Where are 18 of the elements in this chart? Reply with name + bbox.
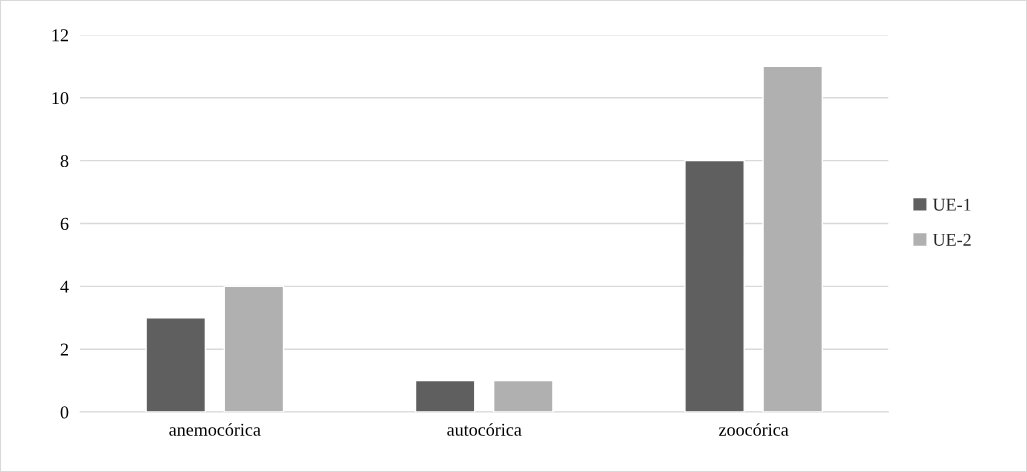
y-tick-label: 12 xyxy=(52,29,68,42)
bar xyxy=(762,65,824,413)
bar xyxy=(223,285,285,413)
y-tick-label: 4 xyxy=(60,280,69,293)
y-tick-label: 0 xyxy=(60,406,69,419)
legend-label: UE-1 xyxy=(932,198,971,211)
bar xyxy=(492,379,554,413)
x-tick-label: anemocórica xyxy=(169,423,261,436)
x-tick-label: autocórica xyxy=(447,423,522,436)
y-tick-label: 2 xyxy=(60,343,68,356)
bar xyxy=(414,379,476,413)
x-tick-label: zoocórica xyxy=(719,423,789,436)
y-tick-label: 8 xyxy=(60,154,69,168)
y-tick-label: 10 xyxy=(52,92,69,105)
legend-label: UE-2 xyxy=(932,233,971,246)
y-tick-label: 6 xyxy=(60,217,69,230)
bar xyxy=(684,159,745,413)
bar xyxy=(145,317,207,413)
